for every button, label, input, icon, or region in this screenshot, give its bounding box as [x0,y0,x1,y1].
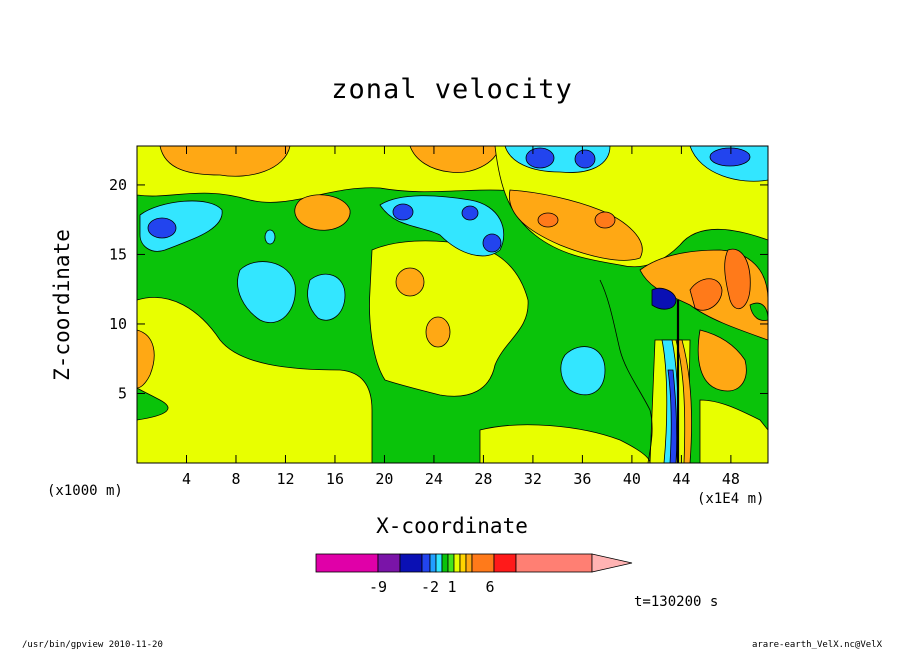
contour-region [667,369,678,463]
x-tick-label: 36 [573,470,591,488]
colorbar-swatch [377,553,401,573]
x-tick-label: 20 [375,470,393,488]
contour-region [724,248,751,310]
contour-region [137,297,373,463]
x-tick-label: 24 [425,470,443,488]
contour-region [675,339,692,463]
x-tick-label: 12 [276,470,294,488]
x-tick-label: 4 [182,470,191,488]
y-tick-label: 5 [118,384,127,402]
colorbar-swatch [441,553,449,573]
x-tick-label: 40 [623,470,641,488]
contour-region [560,346,606,396]
plot-frame [136,145,769,464]
y-tick-label: 10 [109,315,127,333]
contour-region [461,205,479,221]
contour-region [709,147,751,167]
colorbar-swatch [435,553,443,573]
contour-region [594,211,616,229]
time-label: t=130200 s [634,594,719,610]
contour-region [392,203,414,221]
y-tick-label: 20 [109,176,127,194]
contour-region [508,189,643,261]
colorbar-swatch [459,553,467,573]
contour-region [409,146,501,173]
contour-region [749,302,768,321]
x-tick-label: 44 [672,470,690,488]
colorbar-tick-label: 1 [447,578,456,596]
contour-region [137,329,155,389]
colorbar-tick-label: -9 [369,578,387,596]
y-tick-label: 15 [109,245,127,263]
colorbar-swatch [421,553,431,573]
contour-region [264,229,276,245]
colorbar-swatch [315,553,379,573]
x-tick-label: 8 [231,470,240,488]
contour-region [159,146,291,177]
colorbar-swatch [515,553,593,573]
colorbar-swatch [471,553,495,573]
colorbar-swatch [465,553,473,573]
colorbar-swatch [429,553,437,573]
contour-region [395,267,425,297]
x-unit-left: (x1000 m) [47,483,123,499]
contour-region [689,278,723,311]
colorbar-swatch [493,553,517,573]
contour-region [294,194,351,231]
colorbar-swatch [453,553,461,573]
contour-region [697,329,747,392]
contour-region [537,212,559,228]
colorbar-extension [591,553,633,573]
footer-right: arare-earth_VelX.nc@VelX [751,640,882,650]
x-tick-label: 16 [326,470,344,488]
contour-region [599,279,653,463]
colorbar-tick-label: 6 [485,578,494,596]
colorbar-swatch [399,553,423,573]
colorbar-swatch [447,553,455,573]
contour-region [482,233,502,253]
x-unit-right: (x1E4 m) [697,491,765,507]
y-axis-ticks: 5 10 15 20 [109,176,768,402]
x-tick-label: 48 [722,470,740,488]
contour-region [525,147,555,169]
contour-region [307,273,346,321]
chart-title: zonal velocity [331,74,573,105]
contour-region [237,261,296,323]
contour-region [147,217,177,239]
contour-field [137,146,768,463]
contour-region [139,200,223,252]
colorbar-tick-label: -2 [421,578,439,596]
x-tick-label: 28 [474,470,492,488]
contour-region [425,316,451,348]
contour-region [574,149,596,169]
y-axis-label: Z-coordinate [50,229,74,381]
footer-left: /usr/bin/gpview 2010-11-20 [22,640,163,650]
x-axis-ticks: 4 8 12 16 20 24 28 32 36 40 44 48 [182,146,740,488]
contour-region [699,399,768,463]
colorbar: -9 -2 1 6 [315,553,633,596]
x-axis-label: X-coordinate [376,514,528,538]
contour-region [651,287,677,310]
x-tick-label: 32 [524,470,542,488]
